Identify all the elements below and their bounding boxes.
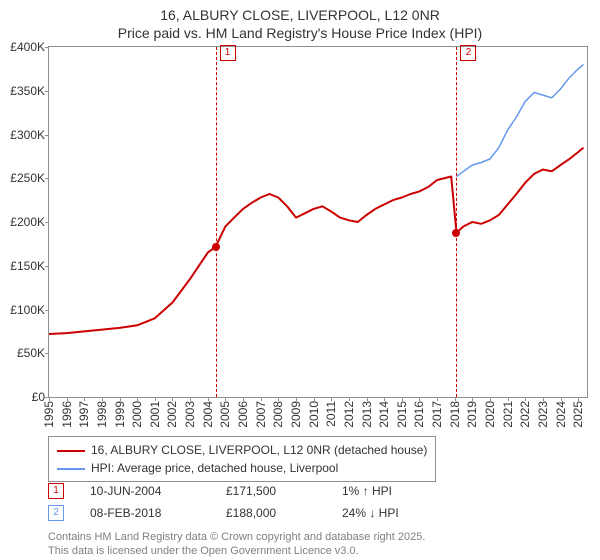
- legend-item: HPI: Average price, detached house, Live…: [57, 459, 427, 477]
- x-axis-label: 2018: [448, 401, 462, 428]
- x-axis-label: 2007: [254, 401, 268, 428]
- x-axis-label: 2025: [571, 401, 585, 428]
- sale-row-delta: 24% ↓ HPI: [342, 506, 399, 520]
- x-axis-label: 2005: [218, 401, 232, 428]
- legend-box: 16, ALBURY CLOSE, LIVERPOOL, L12 0NR (de…: [48, 436, 436, 482]
- x-axis-label: 2021: [501, 401, 515, 428]
- property-series-line: [49, 148, 584, 334]
- x-axis-label: 2023: [536, 401, 550, 428]
- chart-title: 16, ALBURY CLOSE, LIVERPOOL, L12 0NR Pri…: [0, 0, 600, 42]
- copyright-line2: This data is licensed under the Open Gov…: [48, 544, 425, 558]
- sale-event-marker: 2: [460, 45, 476, 61]
- sale-row-date: 08-FEB-2018: [90, 506, 200, 520]
- title-line1: 16, ALBURY CLOSE, LIVERPOOL, L12 0NR: [0, 6, 600, 24]
- x-axis-label: 2017: [430, 401, 444, 428]
- y-axis-label: £100K: [10, 303, 45, 317]
- sale-row-marker: 1: [48, 483, 64, 499]
- copyright-line1: Contains HM Land Registry data © Crown c…: [48, 530, 425, 544]
- x-axis-label: 2016: [412, 401, 426, 428]
- x-axis-label: 2004: [201, 401, 215, 428]
- x-axis-label: 2003: [183, 401, 197, 428]
- x-axis-label: 2008: [271, 401, 285, 428]
- y-axis-label: £250K: [10, 171, 45, 185]
- sale-row-delta: 1% ↑ HPI: [342, 484, 392, 498]
- legend-swatch: [57, 468, 85, 470]
- legend-item: 16, ALBURY CLOSE, LIVERPOOL, L12 0NR (de…: [57, 441, 427, 459]
- x-axis-label: 1999: [113, 401, 127, 428]
- sale-row-marker: 2: [48, 505, 64, 521]
- x-axis-label: 1996: [60, 401, 74, 428]
- sale-row-price: £171,500: [226, 484, 316, 498]
- x-axis-label: 2012: [342, 401, 356, 428]
- x-axis-label: 2022: [518, 401, 532, 428]
- sale-row-date: 10-JUN-2004: [90, 484, 200, 498]
- sale-event-line: [456, 47, 457, 397]
- x-axis-label: 2020: [483, 401, 497, 428]
- sale-point-dot: [452, 229, 460, 237]
- legend-swatch: [57, 450, 85, 452]
- x-axis-label: 2006: [236, 401, 250, 428]
- legend-label: HPI: Average price, detached house, Live…: [91, 461, 338, 475]
- y-axis-label: £400K: [10, 40, 45, 54]
- x-axis-label: 2015: [395, 401, 409, 428]
- chart-svg: [49, 47, 587, 397]
- y-axis-label: £350K: [10, 84, 45, 98]
- y-axis-label: £200K: [10, 215, 45, 229]
- x-axis-label: 2014: [377, 401, 391, 428]
- x-axis-label: 2002: [165, 401, 179, 428]
- x-axis-label: 2013: [360, 401, 374, 428]
- x-axis-label: 1997: [77, 401, 91, 428]
- hpi-series-line: [457, 65, 584, 177]
- sale-row: 2 08-FEB-2018 £188,000 24% ↓ HPI: [48, 502, 399, 524]
- x-axis-label: 2000: [130, 401, 144, 428]
- copyright-text: Contains HM Land Registry data © Crown c…: [48, 530, 425, 559]
- chart-plot-area: £0£50K£100K£150K£200K£250K£300K£350K£400…: [48, 46, 588, 398]
- sale-point-dot: [212, 243, 220, 251]
- title-line2: Price paid vs. HM Land Registry's House …: [0, 24, 600, 42]
- x-axis-label: 1998: [95, 401, 109, 428]
- y-axis-label: £150K: [10, 259, 45, 273]
- x-axis-label: 2010: [307, 401, 321, 428]
- y-axis-label: £300K: [10, 128, 45, 142]
- x-axis-label: 2024: [554, 401, 568, 428]
- x-axis-label: 2009: [289, 401, 303, 428]
- sale-row-price: £188,000: [226, 506, 316, 520]
- x-axis-label: 2011: [324, 401, 338, 427]
- x-axis-label: 2001: [148, 401, 162, 428]
- sale-event-line: [216, 47, 217, 397]
- y-axis-label: £50K: [17, 346, 45, 360]
- x-axis-label: 1995: [42, 401, 56, 428]
- legend-label: 16, ALBURY CLOSE, LIVERPOOL, L12 0NR (de…: [91, 443, 427, 457]
- x-axis-label: 2019: [465, 401, 479, 428]
- sales-table: 1 10-JUN-2004 £171,500 1% ↑ HPI 2 08-FEB-2018…: [48, 480, 399, 524]
- sale-row: 1 10-JUN-2004 £171,500 1% ↑ HPI: [48, 480, 399, 502]
- sale-event-marker: 1: [220, 45, 236, 61]
